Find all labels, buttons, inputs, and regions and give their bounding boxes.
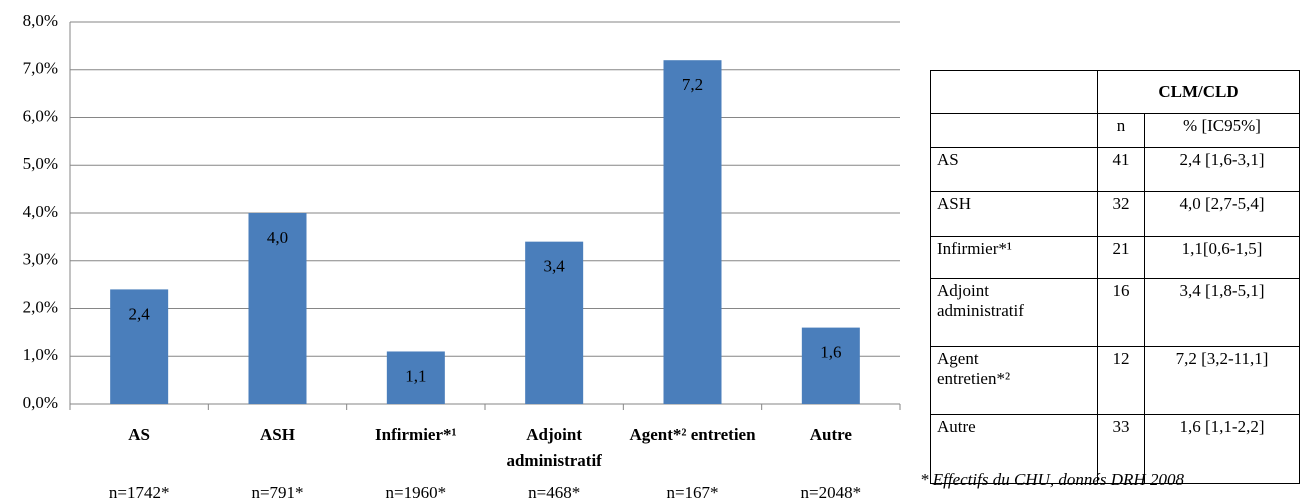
y-tick-label: 0,0% xyxy=(23,393,58,412)
table-cell: Agent entretien*² xyxy=(930,346,1098,415)
data-label: 3,4 xyxy=(544,257,566,276)
cell-text: AS xyxy=(937,150,959,169)
chart: 0,0% 1,0% 2,0% 3,0% 4,0% 5,0% 6,0% 7,0% 8,0% 2,4 4… xyxy=(23,11,901,412)
column-header: % [IC95%] xyxy=(1144,113,1300,148)
bar xyxy=(525,241,584,404)
x-tick-label: Adjoint administratif xyxy=(506,425,602,470)
table-cell: 3,4 [1,8-5,1] xyxy=(1144,278,1300,347)
y-tick-label: 7,0% xyxy=(23,59,58,78)
column-header: n xyxy=(1097,113,1145,148)
sample-size: n=791* xyxy=(251,483,304,501)
table-cell: 7,2 [3,2-11,1] xyxy=(1144,346,1300,415)
cell-text: 4,0 [2,7-5,4] xyxy=(1179,194,1265,213)
table-row: Adjoint administratif 16 3,4 [1,8-5,1] xyxy=(930,278,1300,347)
table-cell: 2,4 [1,6-3,1] xyxy=(1144,147,1300,192)
cell-text: 21 xyxy=(1112,239,1130,258)
cell-text: Infirmier*¹ xyxy=(937,239,1012,258)
sample-size: n=468* xyxy=(528,483,581,501)
x-tick-label: ASH xyxy=(260,425,295,444)
x-tick-label: Infirmier*¹ xyxy=(375,425,457,444)
cell-text: Adjoint administratif xyxy=(937,281,1024,320)
cell-text: 1,6 [1,1-2,2] xyxy=(1179,417,1265,436)
cell-text: 3,4 [1,8-5,1] xyxy=(1179,281,1265,300)
y-tick-label: 8,0% xyxy=(23,11,58,30)
cell-text: Agent entretien*² xyxy=(937,349,1011,388)
data-label: 4,0 xyxy=(267,228,288,247)
table-cell: Infirmier*¹ xyxy=(930,236,1098,279)
data-label: 1,6 xyxy=(820,343,841,362)
table-row: Autre 33 1,6 [1,1-2,2] xyxy=(930,414,1300,484)
table-cell: 4,0 [2,7-5,4] xyxy=(1144,191,1300,237)
cell-text: 32 xyxy=(1112,194,1130,213)
table-corner xyxy=(930,113,1098,148)
cell-text: 12 xyxy=(1112,349,1130,368)
cell-text: 7,2 [3,2-11,1] xyxy=(1175,349,1269,368)
table-row: Agent entretien*² 12 7,2 [3,2-11,1] xyxy=(930,346,1300,415)
table-cell: 12 xyxy=(1097,346,1145,415)
table-row: Infirmier*¹ 21 1,1[0,6-1,5] xyxy=(930,236,1300,279)
table-cell: Adjoint administratif xyxy=(930,278,1098,347)
bar xyxy=(110,289,169,404)
bar xyxy=(663,60,722,404)
sample-size: n=1742* xyxy=(108,483,170,501)
cell-text: 1,1[0,6-1,5] xyxy=(1181,239,1263,258)
cell-text: 2,4 [1,6-3,1] xyxy=(1179,150,1265,169)
bar xyxy=(248,213,307,404)
cell-text: 41 xyxy=(1112,150,1130,169)
table-cell: 33 xyxy=(1097,414,1145,484)
cell-text: 16 xyxy=(1112,281,1130,300)
table-corner xyxy=(930,70,1098,114)
table-cell: 21 xyxy=(1097,236,1145,279)
bar xyxy=(801,327,860,404)
y-tick-label: 3,0% xyxy=(23,250,58,269)
footnote: * Effectifs du CHU, donnés DRH 2008 xyxy=(920,470,1184,489)
bar xyxy=(386,351,445,404)
table: CLM/CLD n % [IC95%] AS 41 2,4 [1,6-3,1] ASH… xyxy=(930,70,1300,484)
table-cell: 1,6 [1,1-2,2] xyxy=(1144,414,1300,484)
cell-text: 33 xyxy=(1112,417,1130,436)
table-cell: 16 xyxy=(1097,278,1145,347)
group-header: CLM/CLD xyxy=(1097,70,1300,114)
table-cell: ASH xyxy=(930,191,1098,237)
y-tick-label: 1,0% xyxy=(23,345,58,364)
table-cell: AS xyxy=(930,147,1098,192)
table-cell: 1,1[0,6-1,5] xyxy=(1144,236,1300,279)
cell-text: Autre xyxy=(937,417,976,436)
table-row: AS 41 2,4 [1,6-3,1] xyxy=(930,147,1300,192)
data-label: 2,4 xyxy=(129,304,151,323)
sample-size: n=1960* xyxy=(385,483,447,501)
x-tick-label: AS xyxy=(128,425,151,444)
sample-size: n=167* xyxy=(666,483,719,501)
data-label: 1,1 xyxy=(405,366,426,385)
table-cell: 32 xyxy=(1097,191,1145,237)
table-row: ASH 32 4,0 [2,7-5,4] xyxy=(930,191,1300,237)
table-cell: Autre xyxy=(930,414,1098,484)
y-tick-label: 6,0% xyxy=(23,106,58,125)
cell-text: ASH xyxy=(937,194,972,213)
x-tick-label: Agent*² entretien xyxy=(629,425,756,444)
table-cell: 41 xyxy=(1097,147,1145,192)
data-label: 7,2 xyxy=(682,75,703,94)
y-tick-label: 5,0% xyxy=(23,154,58,173)
x-tick-label: Autre xyxy=(809,425,852,444)
y-tick-label: 2,0% xyxy=(23,297,58,316)
y-tick-label: 4,0% xyxy=(23,202,58,221)
sample-size: n=2048* xyxy=(800,483,862,501)
